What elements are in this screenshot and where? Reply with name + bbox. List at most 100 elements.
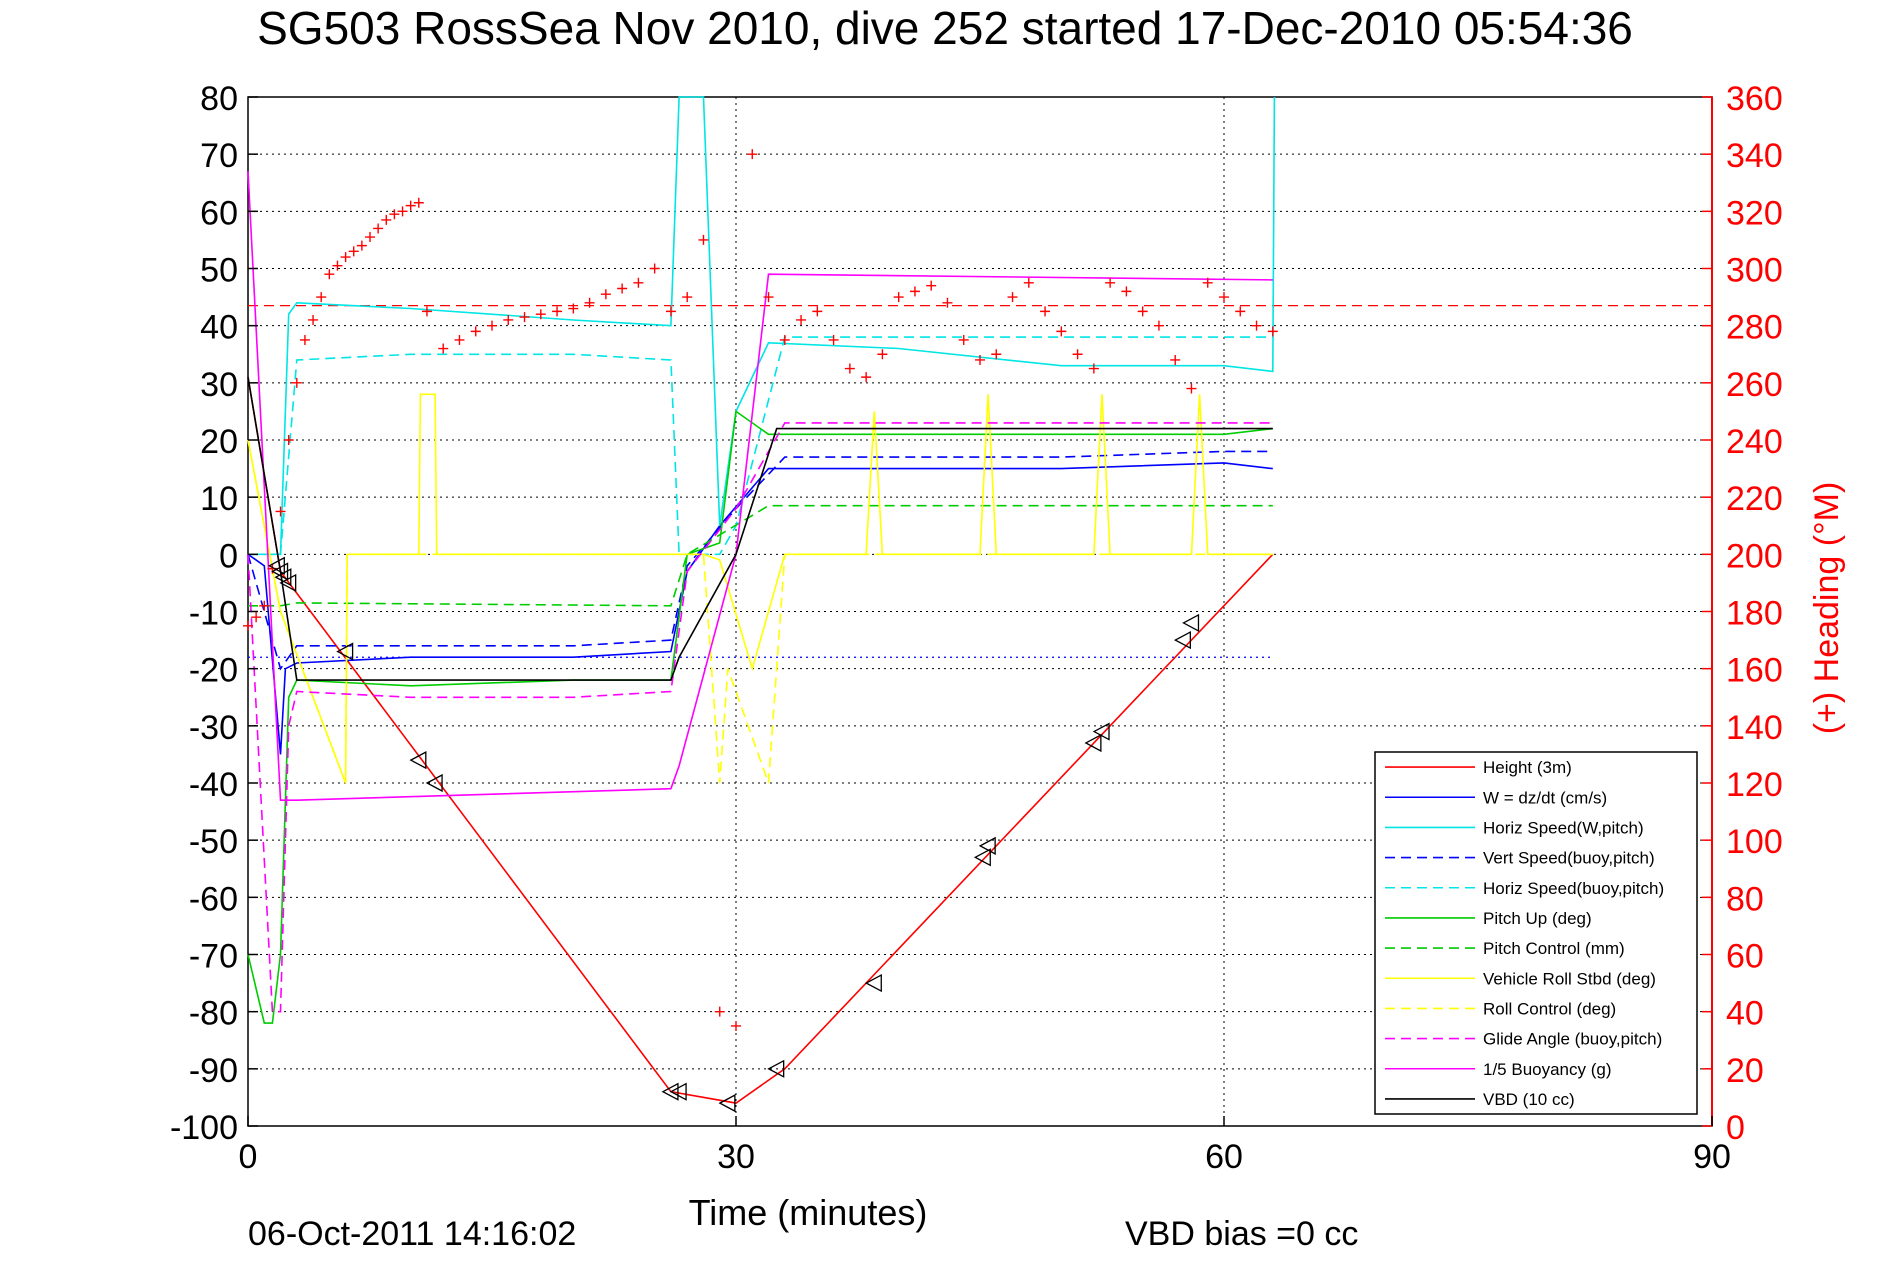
y-tick-label: 10 <box>200 480 238 518</box>
heading-point <box>275 506 286 517</box>
legend: Height (3m) W = dz/dt (cm/s) Horiz Speed(W… <box>1374 751 1698 1115</box>
heading-point <box>763 292 774 303</box>
y-tick-label: -60 <box>189 880 238 918</box>
heading-point <box>373 223 384 234</box>
legend-label: 1/5 Buoyancy (g) <box>1483 1060 1612 1079</box>
series-line <box>248 96 1276 556</box>
heading-point <box>1040 306 1051 317</box>
y-tick-label: -70 <box>189 938 238 976</box>
y-tick-label: 30 <box>200 366 238 404</box>
legend-label: Height (3m) <box>1483 758 1572 777</box>
y2-tick-label: 120 <box>1726 766 1783 804</box>
y-tick-label: 50 <box>200 252 238 290</box>
heading-point <box>844 363 855 374</box>
series-line <box>247 450 1273 671</box>
heading-point <box>877 349 888 360</box>
triangle-markers <box>267 556 1200 1113</box>
heading-point <box>584 297 595 308</box>
heading-point <box>1251 320 1262 331</box>
heading-point <box>714 1006 725 1017</box>
heading-point <box>348 246 359 257</box>
heading-point <box>991 349 1002 360</box>
heading-point <box>1186 383 1197 394</box>
heading-point <box>682 292 693 303</box>
heading-point <box>893 292 904 303</box>
legend-label: Vehicle Roll Stbd (deg) <box>1483 969 1656 988</box>
y2-tick-label: 220 <box>1726 480 1783 518</box>
y2-tick-label: 0 <box>1726 1109 1745 1147</box>
y2-tick-label: 260 <box>1726 366 1783 404</box>
heading-point <box>600 289 611 300</box>
heading-point <box>365 232 375 243</box>
heading-point <box>251 612 262 623</box>
y2-tick-label: 320 <box>1726 194 1783 232</box>
heading-point <box>942 297 953 308</box>
y2-tick-label: 180 <box>1726 595 1783 633</box>
legend-label: Horiz Speed(W,pitch) <box>1483 818 1644 837</box>
heading-point <box>519 312 530 323</box>
triangle-marker <box>1182 613 1200 633</box>
series-line <box>247 393 1273 784</box>
heading-point <box>421 306 432 317</box>
heading-point <box>389 209 400 220</box>
tick-labels: 80706050403020100-10-20-30-40-50-60-70-8… <box>170 80 1783 1176</box>
heading-point <box>1235 306 1246 317</box>
legend-label: Pitch Up (deg) <box>1483 909 1592 928</box>
triangle-marker <box>336 642 354 661</box>
heading-point <box>747 149 758 160</box>
y-tick-label: -50 <box>189 823 238 861</box>
series-layer <box>247 96 1276 1104</box>
heading-point <box>299 334 310 345</box>
triangle-marker <box>718 1094 736 1113</box>
heading-point <box>381 214 392 225</box>
triangle-marker <box>978 836 996 855</box>
heading-point <box>1219 292 1229 303</box>
heading-point <box>698 234 709 245</box>
heading-point <box>568 303 579 314</box>
x-tick-label: 90 <box>1693 1138 1731 1176</box>
y-tick-label: 80 <box>200 80 238 118</box>
triangle-marker <box>661 1082 679 1101</box>
heading-point <box>397 206 408 217</box>
y2-tick-label: 60 <box>1726 938 1764 976</box>
chart-title: SG503 RossSea Nov 2010, dive 252 started… <box>257 2 1633 54</box>
heading-point <box>535 309 546 320</box>
vbd-bias-label: VBD bias =0 cc <box>1125 1215 1358 1253</box>
y2-tick-label: 140 <box>1726 709 1783 747</box>
heading-markers <box>243 149 1278 1031</box>
y2-tick-label: 240 <box>1726 423 1783 461</box>
y2-tick-label: 160 <box>1726 652 1783 690</box>
series-line <box>247 422 1273 1013</box>
triangle-marker <box>409 751 427 770</box>
series-line <box>247 376 1273 681</box>
y-tick-label: -30 <box>189 709 238 747</box>
y2-tick-label: 300 <box>1726 252 1783 290</box>
y-tick-label: -80 <box>189 995 238 1033</box>
heading-point <box>470 326 481 337</box>
heading-point <box>828 334 839 345</box>
legend-label: Pitch Control (mm) <box>1483 939 1625 958</box>
footer-timestamp: 06-Oct-2011 14:16:02 <box>248 1215 576 1253</box>
heading-point <box>413 197 424 208</box>
triangle-marker <box>669 1082 687 1101</box>
heading-point <box>1202 277 1213 288</box>
heading-point <box>909 286 920 297</box>
x-tick-label: 30 <box>717 1138 755 1176</box>
heading-point <box>1267 326 1278 337</box>
x-tick-label: 0 <box>239 1138 258 1176</box>
y-tick-label: -100 <box>170 1109 238 1147</box>
y2-tick-label: 40 <box>1726 995 1764 1033</box>
y-tick-label: 40 <box>200 309 238 347</box>
heading-point <box>316 292 327 303</box>
heading-point <box>1007 292 1018 303</box>
heading-point <box>779 334 790 345</box>
triangle-marker <box>767 1059 785 1078</box>
heading-point <box>503 314 514 325</box>
legend-label: Glide Angle (buoy,pitch) <box>1483 1030 1662 1049</box>
y-tick-label: 70 <box>200 137 238 175</box>
y-tick-label: 20 <box>200 423 238 461</box>
heading-point <box>356 240 367 251</box>
heading-point <box>958 334 969 345</box>
heading-point <box>283 435 294 445</box>
heading-point <box>438 343 449 354</box>
